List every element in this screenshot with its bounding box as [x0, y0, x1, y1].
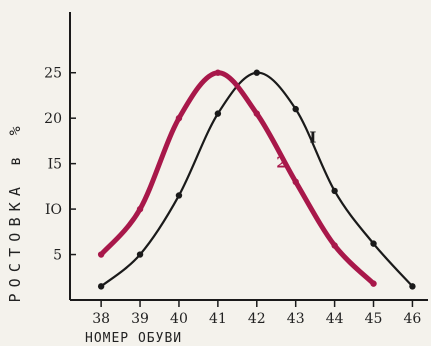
x-tick-label: 46 [404, 311, 422, 327]
data-point [331, 242, 338, 249]
y-axis-label-char: % [6, 126, 24, 135]
data-point [214, 110, 222, 117]
data-point [136, 251, 144, 258]
data-point [97, 283, 105, 290]
data-point [214, 69, 222, 76]
y-axis-label-char: К [6, 202, 24, 211]
y-axis-label-char: А [6, 187, 24, 196]
y-tick-label: 20 [44, 111, 62, 127]
data-point [331, 187, 338, 195]
axes [69, 12, 428, 301]
data-point [292, 178, 299, 186]
y-tick-label: 5 [53, 248, 62, 264]
x-tick-label: 45 [365, 311, 383, 327]
y-axis-label-char: О [6, 233, 24, 242]
x-tick-label: 41 [209, 311, 227, 327]
y-axis-label-char: В [6, 217, 24, 226]
series-line-2 [98, 70, 377, 287]
y-axis-label-char: С [6, 263, 24, 272]
series-line-1 [100, 71, 414, 288]
x-tick-label: 38 [92, 311, 110, 327]
data-point [292, 105, 299, 113]
y-ticks: 5 IO I5 20 25 [44, 66, 76, 264]
data-point [370, 280, 377, 287]
x-tick-label: 43 [287, 311, 305, 327]
series-label-1: I [309, 129, 316, 147]
series-layer: I2 [97, 69, 416, 290]
series-label-2: 2 [276, 153, 286, 171]
data-point [175, 192, 183, 199]
y-axis-label-char: Р [6, 293, 24, 302]
data-point [370, 240, 377, 247]
x-tick-label: 44 [326, 311, 344, 327]
x-axis-label: НОМЕР ОБУВИ [85, 331, 182, 346]
data-point [97, 251, 105, 258]
x-tick-label: 42 [248, 311, 266, 327]
y-tick-label: 25 [44, 66, 62, 82]
x-tick-label: 40 [170, 311, 188, 327]
y-axis-label-char: О [6, 278, 24, 287]
y-tick-label: I5 [48, 157, 62, 173]
data-point [136, 205, 144, 213]
x-ticks: 38 39 40 41 42 43 44 45 46 [92, 300, 421, 327]
data-point [253, 110, 260, 117]
data-point [409, 283, 416, 290]
data-point [253, 69, 260, 76]
y-axis-label-char: Т [6, 248, 24, 257]
x-tick-label: 39 [131, 311, 149, 327]
y-tick-label: IO [45, 202, 62, 218]
y-axis-label-char: в [6, 157, 24, 166]
data-point [175, 114, 183, 122]
